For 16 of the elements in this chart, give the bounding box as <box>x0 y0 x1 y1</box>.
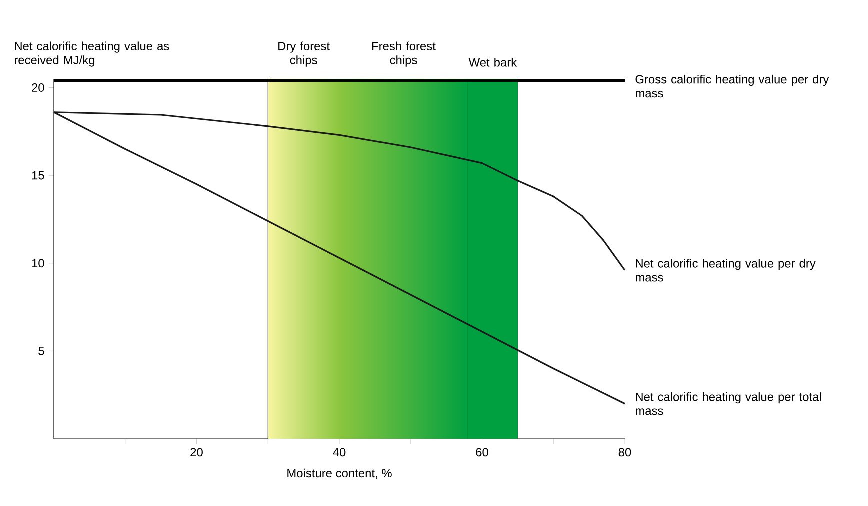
y-tick-label: 15 <box>32 171 44 180</box>
y-tick-label: 10 <box>32 259 44 268</box>
x-axis-title: Moisture content, % <box>288 468 392 480</box>
x-tick-label: 20 <box>190 448 203 457</box>
y-axis-title: Net calorific heating value as received MJ/kg <box>14 42 170 67</box>
x-tick-label: 40 <box>333 448 346 457</box>
series-label: Net calorific heating value per dry mass <box>636 259 816 282</box>
y-tick-label: 20 <box>32 84 44 92</box>
x-tick-label: 80 <box>618 448 632 457</box>
x-tick-label: 60 <box>476 448 488 457</box>
band-label: Fresh forest chips <box>372 42 436 67</box>
ref-line-label: Gross calorific heating value per dry mass <box>636 74 830 98</box>
band-label: Wet bark <box>468 58 518 67</box>
y-tick-label: 5 <box>38 347 44 356</box>
series-label: Net calorific heating value per total mass <box>636 392 822 416</box>
band-label: Dry forest chips <box>278 42 330 67</box>
